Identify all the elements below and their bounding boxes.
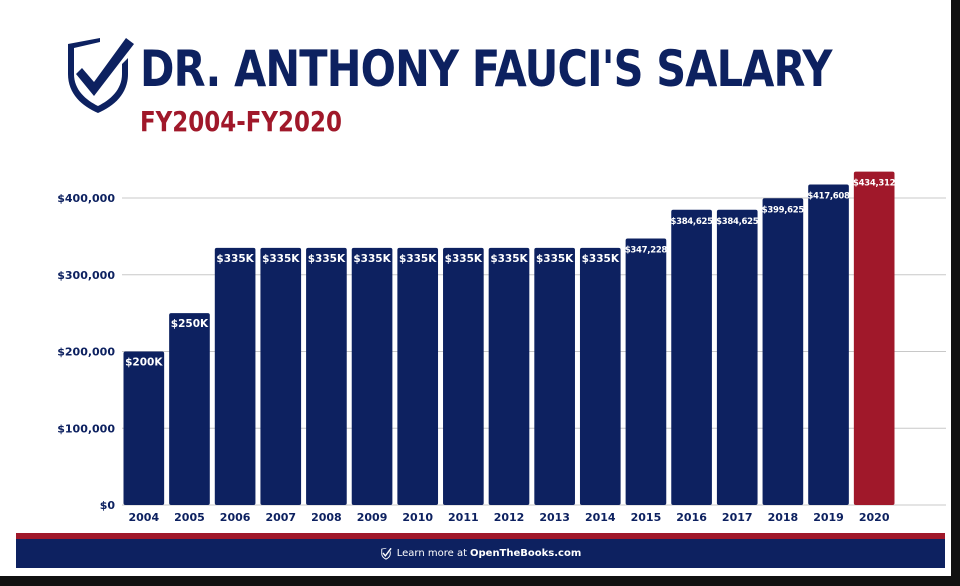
x-tick-label: 2019 [813, 511, 844, 524]
bar-data-label: $335K [490, 253, 528, 265]
window-edge-right [951, 0, 960, 586]
bar-data-label: $417,608 [807, 191, 850, 201]
bar [397, 247, 439, 505]
bar [306, 247, 347, 505]
bar-data-label: $399,625 [762, 205, 805, 215]
bar [214, 247, 256, 505]
bar [260, 247, 302, 505]
x-tick-label: 2005 [174, 511, 205, 524]
bar-data-label: $434,312 [853, 179, 896, 189]
page-subtitle: FY2004-FY2020 [140, 105, 342, 138]
x-tick-label: 2016 [676, 511, 707, 524]
bar-data-label: $335K [353, 253, 391, 265]
x-tick-label: 2015 [631, 511, 662, 524]
bar-data-label: $335K [262, 253, 300, 265]
footer-bar: Learn more at OpenTheBooks.com [16, 539, 945, 568]
x-tick-label: 2018 [768, 511, 799, 524]
x-tick-label: 2007 [265, 511, 296, 524]
bar [534, 247, 575, 505]
salary-bar-chart: $0 $100,000 $200,000 $300,000 $400,000 $200K 2… [57, 171, 946, 524]
bar-data-label: $335K [308, 253, 346, 265]
bar [579, 247, 621, 505]
y-tick-label: $400,000 [57, 192, 115, 205]
bar-data-label: $200K [125, 357, 163, 369]
x-tick-label: 2014 [585, 511, 616, 524]
bar [808, 184, 849, 506]
x-tick-label: 2020 [859, 511, 890, 524]
footer-prefix: Learn more at [396, 548, 467, 559]
x-tick-label: 2009 [357, 511, 388, 524]
bar [671, 209, 712, 506]
bar-data-label: $384,625 [670, 217, 713, 227]
y-tick-label: $100,000 [57, 422, 115, 435]
y-tick-label: $0 [100, 499, 116, 512]
bar-data-label: $335K [216, 253, 254, 265]
bar [625, 238, 667, 505]
y-tick-label: $300,000 [57, 269, 115, 282]
bar [853, 171, 895, 506]
bar-data-label: $335K [399, 253, 437, 265]
bar-data-label: $347,228 [625, 246, 668, 256]
bar-data-label: $250K [171, 318, 209, 330]
bar [443, 247, 484, 505]
bar [169, 313, 210, 505]
bar [488, 247, 530, 505]
page-title: DR. ANTHONY FAUCI'S SALARY [140, 40, 832, 98]
bar-data-label: $384,625 [716, 217, 759, 227]
shield-check-icon [68, 38, 134, 113]
x-tick-label: 2013 [539, 511, 570, 524]
bar [351, 247, 393, 505]
x-tick-label: 2004 [129, 511, 160, 524]
bar [123, 351, 165, 505]
x-tick-label: 2017 [722, 511, 753, 524]
x-tick-label: 2012 [494, 511, 525, 524]
bar-data-label: $335K [536, 253, 574, 265]
x-tick-label: 2010 [402, 511, 433, 524]
bar [762, 198, 804, 505]
footer-link[interactable]: OpenTheBooks.com [470, 548, 582, 559]
footer-red-stripe [16, 533, 945, 539]
shield-check-icon [380, 547, 392, 560]
infographic-card: DR. ANTHONY FAUCI'S SALARY FY2004-FY2020… [16, 38, 946, 568]
x-tick-label: 2011 [448, 511, 479, 524]
bar [716, 209, 758, 506]
x-tick-label: 2008 [311, 511, 342, 524]
bar-data-label: $335K [582, 253, 620, 265]
y-tick-label: $200,000 [57, 346, 115, 359]
bar-data-label: $335K [445, 253, 483, 265]
x-tick-label: 2006 [220, 511, 251, 524]
window-edge-bottom [0, 576, 960, 586]
